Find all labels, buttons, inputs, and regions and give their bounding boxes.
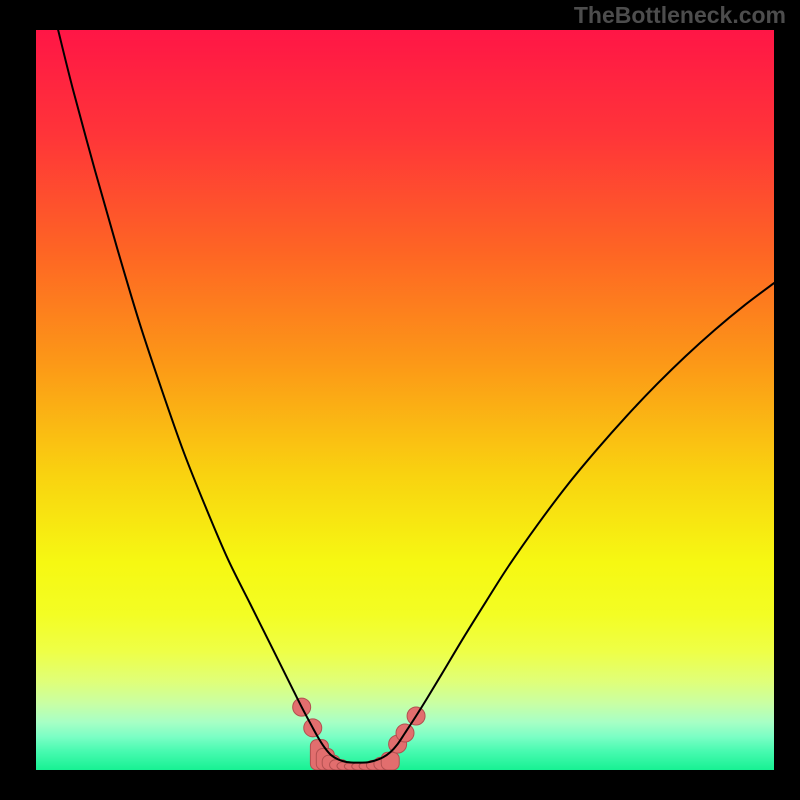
chart-stage: TheBottleneck.com <box>0 0 800 800</box>
chart-svg <box>36 30 774 770</box>
bottleneck-bar <box>381 752 399 770</box>
plot-area <box>36 30 774 770</box>
chart-background <box>36 30 774 770</box>
watermark-text: TheBottleneck.com <box>574 2 786 29</box>
